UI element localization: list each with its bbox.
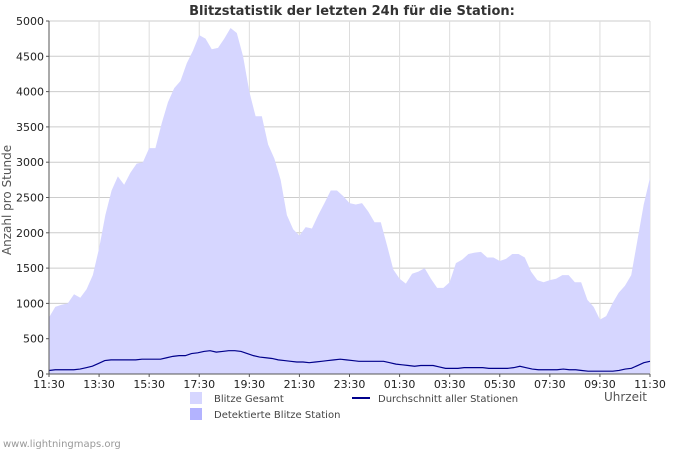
x-tick-label: 19:30: [233, 378, 265, 391]
x-tick-label: 05:30: [484, 378, 516, 391]
legend-label: Blitze Gesamt: [214, 394, 284, 405]
y-tick-label: 1500: [16, 262, 44, 275]
chart-title: Blitzstatistik der letzten 24h für die S…: [189, 4, 515, 19]
y-axis-label: Anzahl pro Stunde: [0, 145, 14, 255]
legend-label: Durchschnitt aller Stationen: [378, 394, 518, 405]
y-tick-label: 1000: [16, 297, 44, 310]
legend-swatch: [190, 408, 202, 420]
series-area-0: [49, 28, 650, 375]
legend-label: Detektierte Blitze Station: [214, 410, 340, 421]
y-tick-label: 0: [37, 368, 44, 381]
y-tick-label: 5000: [16, 15, 44, 28]
x-tick-label: 11:30: [634, 378, 666, 391]
x-tick-label: 09:30: [584, 378, 616, 391]
x-axis-label: Uhrzeit: [604, 390, 647, 404]
y-tick-label: 3000: [16, 156, 44, 169]
x-tick-labels: 11:30 13:30 15:30 17:30 19:30 21:30 23:30 01:30…: [33, 374, 666, 391]
x-tick-label: 15:30: [133, 378, 165, 391]
x-tick-label: 03:30: [434, 378, 466, 391]
series-layer: [48, 28, 651, 375]
y-tick-label: 3500: [16, 121, 44, 134]
y-tick-label: 500: [23, 333, 44, 346]
x-tick-label: 11:30: [33, 378, 65, 391]
x-tick-label: 17:30: [183, 378, 215, 391]
x-tick-label: 13:30: [83, 378, 115, 391]
x-tick-label: 23:30: [334, 378, 366, 391]
series-line-2: [48, 350, 651, 372]
y-tick-label: 4500: [16, 50, 44, 63]
legend: Blitze Gesamt Detektierte Blitze Station D…: [190, 392, 518, 421]
x-tick-label: 21:30: [284, 378, 316, 391]
x-tick-label: 07:30: [534, 378, 566, 391]
credit-text: www.lightningmaps.org: [3, 439, 121, 450]
y-tick-label: 2000: [16, 227, 44, 240]
y-tick-label: 4000: [16, 86, 44, 99]
y-tick-labels: 0 500 1000 1500 2000 2500 3000 3500 4000 4500 5000: [16, 15, 49, 381]
x-tick-label: 01:30: [384, 378, 416, 391]
legend-swatch: [190, 392, 202, 404]
y-tick-label: 2500: [16, 192, 44, 205]
